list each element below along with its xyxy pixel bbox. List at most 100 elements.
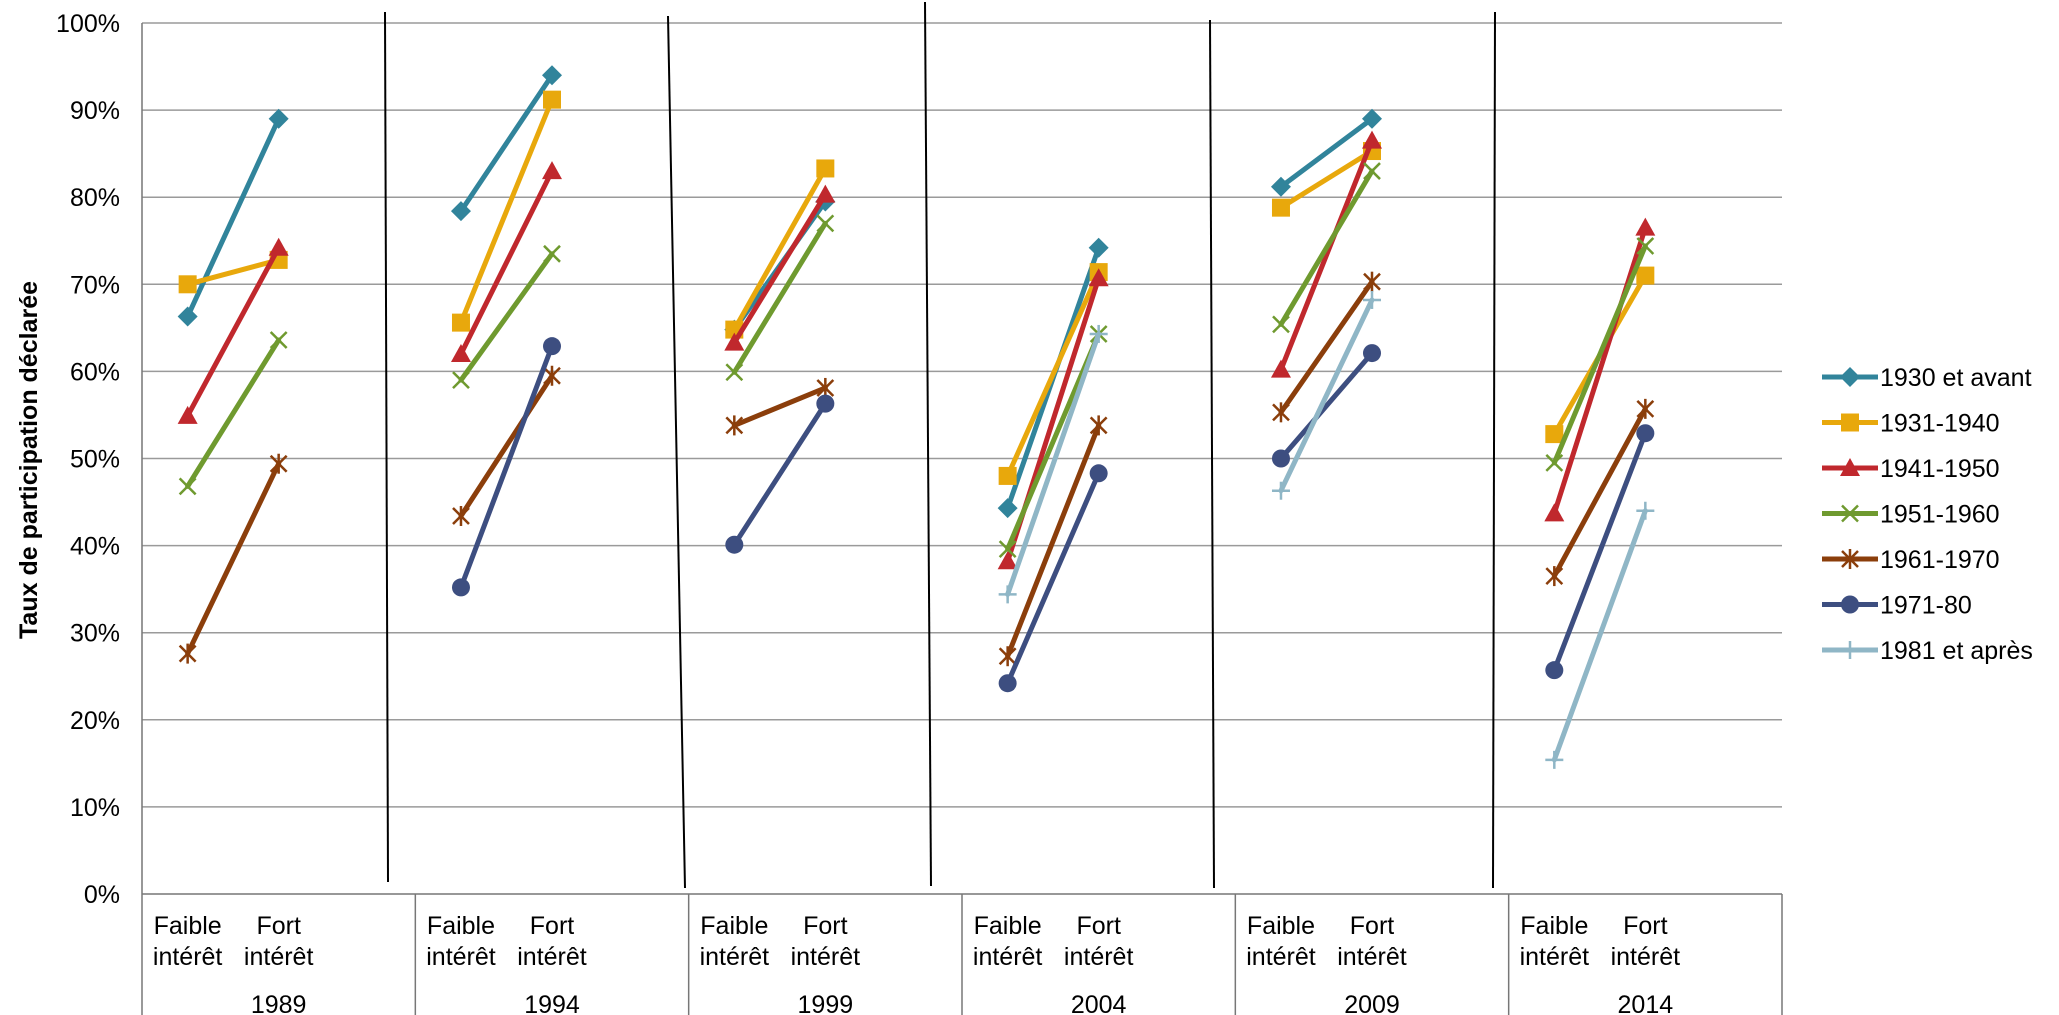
data-point — [997, 551, 1018, 570]
marker-stroke — [1636, 237, 1655, 255]
data-point — [1636, 398, 1655, 419]
gridlines — [142, 22, 1782, 808]
series-line-segment — [185, 116, 282, 320]
data-point — [269, 331, 288, 349]
series-1930-et-avant — [177, 65, 1382, 519]
data-point — [725, 363, 744, 382]
series-line-segment — [185, 337, 282, 489]
data-point — [1362, 130, 1382, 149]
y-tick-label: 20% — [70, 707, 120, 735]
data-point — [724, 332, 745, 351]
group-separator — [1209, 19, 1215, 889]
x-subcategory-label: intérêt — [153, 943, 223, 971]
x-subcategory-label: Faible — [1247, 912, 1315, 940]
x-subcategory-label: intérêt — [791, 943, 861, 971]
x-subcategory-label: intérêt — [1246, 943, 1316, 971]
x-subcategory-label: intérêt — [700, 943, 770, 971]
data-point — [1635, 217, 1656, 236]
data-point — [998, 540, 1017, 558]
data-point — [1545, 453, 1564, 472]
series-line-segment — [1551, 243, 1648, 466]
series-line-segment — [1551, 406, 1648, 579]
legend-item: 1971-80 — [1822, 592, 1972, 620]
series-lines — [177, 65, 1656, 769]
data-point — [998, 646, 1017, 667]
series-line-segment — [458, 72, 555, 214]
y-tick-label: 30% — [70, 620, 120, 648]
series-line-segment — [458, 97, 555, 326]
series-line-segment — [1551, 225, 1648, 516]
data-point — [816, 159, 835, 178]
x-subcategory-label: intérêt — [1064, 943, 1134, 971]
series-line-segment — [1278, 148, 1375, 211]
data-point — [816, 394, 835, 413]
x-subcategory-label: intérêt — [517, 943, 587, 971]
marker-stroke — [1545, 453, 1564, 472]
data-point — [177, 306, 198, 327]
data-point — [1363, 344, 1381, 363]
marker-stroke — [1272, 315, 1290, 334]
x-subcategory-label: intérêt — [1611, 943, 1681, 971]
series-line-segment — [1005, 269, 1102, 479]
data-point — [1089, 324, 1108, 343]
data-point — [268, 108, 289, 129]
series-line-segment — [1278, 116, 1375, 190]
x-subcategory-label: intérêt — [973, 943, 1043, 971]
data-point — [998, 466, 1017, 485]
data-point — [998, 674, 1017, 693]
marker-stroke — [543, 244, 561, 263]
marker-stroke — [725, 363, 744, 382]
series-line-segment — [458, 373, 555, 519]
y-tick-label: 90% — [70, 97, 120, 125]
data-point — [543, 90, 561, 109]
data-point — [1271, 481, 1290, 500]
legend-item: 1951-1960 — [1822, 501, 2000, 529]
marker-stroke — [452, 371, 470, 389]
data-point — [1272, 315, 1290, 334]
data-point — [543, 365, 561, 386]
marker-stroke — [998, 540, 1017, 558]
data-point — [450, 201, 471, 222]
x-group-label: 2004 — [1071, 991, 1127, 1015]
data-point — [1362, 108, 1382, 129]
data-point — [1363, 271, 1381, 292]
data-point — [268, 237, 289, 256]
data-point — [1363, 290, 1381, 309]
series-line-segment — [731, 401, 828, 548]
data-point — [1271, 198, 1290, 217]
x-subcategory-label: intérêt — [1520, 943, 1590, 971]
series-line-segment — [1278, 138, 1375, 373]
y-tick-label: 60% — [70, 358, 120, 386]
y-tick-label: 0% — [84, 881, 120, 909]
data-point — [542, 65, 562, 86]
series-line-segment — [1551, 508, 1648, 763]
data-point — [1545, 566, 1564, 587]
data-point — [1636, 424, 1655, 443]
data-point — [1545, 425, 1564, 444]
y-axis-tick-labels: 0% 10% 20% 30% 40% 50% 60% 70% 80% 90% 100% — [56, 10, 120, 909]
data-point — [450, 343, 471, 362]
data-point — [269, 453, 288, 474]
legend-swatch-marker — [1840, 367, 1860, 387]
data-point — [543, 244, 561, 263]
data-point — [725, 535, 744, 554]
series-line-segment — [731, 220, 828, 375]
series-line-segment — [1278, 279, 1375, 415]
x-subcategory-label: Faible — [700, 912, 768, 940]
y-tick-label: 40% — [70, 533, 120, 561]
legend-swatch-marker — [1841, 595, 1859, 614]
y-tick-label: 10% — [70, 794, 120, 822]
y-tick-label: 100% — [56, 10, 120, 38]
legend-item: 1981 et après — [1822, 637, 2033, 665]
x-subcategory-label: Faible — [1520, 912, 1588, 940]
marker-stroke — [1841, 504, 1859, 523]
series-1961-1970 — [178, 271, 1655, 667]
legend-item: 1961-1970 — [1822, 546, 2000, 574]
group-separator — [1492, 11, 1496, 889]
series-line-segment — [1278, 297, 1375, 494]
data-point — [1088, 268, 1109, 287]
x-subcategory-label: intérêt — [426, 943, 496, 971]
marker-stroke — [816, 214, 835, 233]
data-point — [816, 377, 835, 398]
data-point — [1089, 464, 1108, 483]
